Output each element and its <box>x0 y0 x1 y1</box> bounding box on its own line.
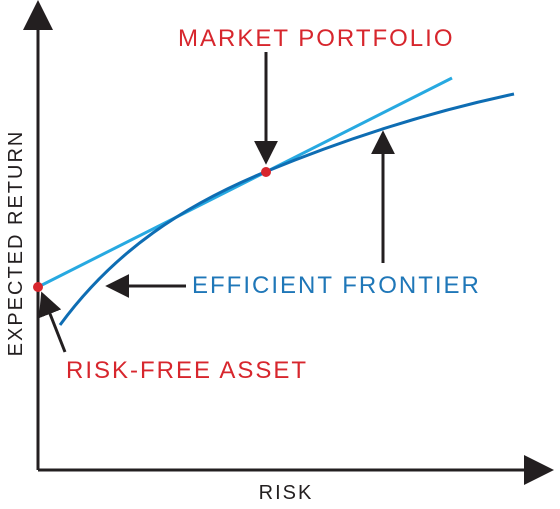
risk-free-asset-arrow <box>38 291 67 353</box>
market-portfolio-point <box>261 167 271 177</box>
risk-free-asset-label: RISK-FREE ASSET <box>66 357 308 384</box>
capital-market-line <box>37 76 453 289</box>
x-axis-label: RISK <box>259 482 314 504</box>
efficient-frontier-label: EFFICIENT FRONTIER <box>192 272 481 299</box>
risk-free-asset-point <box>33 282 43 292</box>
market-portfolio-label: MARKET PORTFOLIO <box>178 25 455 52</box>
y-axis-label: EXPECTED RETURN <box>5 130 27 357</box>
